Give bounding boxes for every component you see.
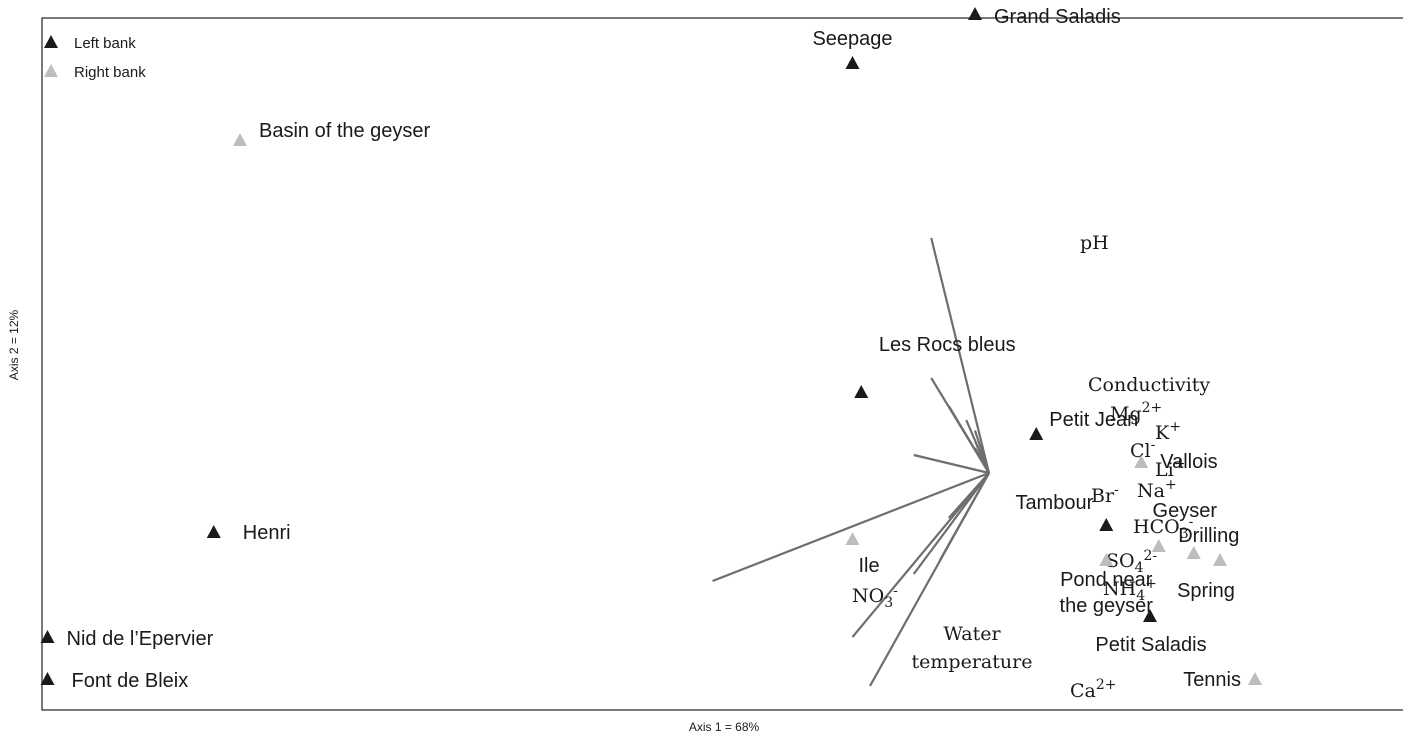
- site-marker-tennis: [1248, 672, 1262, 685]
- site-marker-spring: [1213, 553, 1227, 566]
- y-axis-title: Axis 2 = 12%: [7, 309, 21, 380]
- site-marker-seepage: [845, 56, 860, 69]
- legend-marker-right-bank: [44, 64, 58, 77]
- site-marker-basin-of-the-geyser: [233, 133, 247, 146]
- plot-frame: [41, 17, 1403, 711]
- site-marker-font-de-bleix: [40, 672, 55, 685]
- site-label-petit-jean: Petit Jean: [1049, 409, 1138, 431]
- var-label-ph: pH: [1080, 232, 1109, 254]
- variable-labels: pH Conductivity Mg2+K+Cl-Li+Na+ Br- HCO3- SO4…: [852, 232, 1210, 702]
- site-marker-tambour: [1099, 518, 1114, 531]
- site-markers: Grand Saladis Seepage Basin of the geyser L…: [40, 6, 1262, 692]
- site-marker-petit-saladis: [1143, 609, 1157, 622]
- legend: Left bank Right bank: [44, 35, 146, 81]
- var-label-mg2: Mg2+: [1110, 400, 1162, 425]
- site-label-basin-of-the-geyser: Basin of the geyser: [259, 120, 431, 142]
- site-label-tambour: Tambour: [1015, 492, 1093, 514]
- var-label-conductivity: Conductivity: [1088, 374, 1210, 396]
- legend-label-left-bank: Left bank: [74, 35, 136, 52]
- site-label-geyser: Geyser: [1153, 500, 1218, 522]
- site-marker-geyser: [1151, 539, 1166, 552]
- vector-ph: [930, 237, 991, 474]
- site-marker-les-rocs-bleus: [854, 385, 869, 398]
- vector-nh4: [912, 472, 990, 575]
- site-label-vallois: Vallois: [1160, 451, 1217, 473]
- var-label-water-temperature-2: temperature: [912, 651, 1033, 673]
- site-marker-vallois: [1134, 455, 1149, 468]
- var-label-li: Li+: [1155, 456, 1185, 481]
- var-label-hco3: HCO3-: [1133, 514, 1194, 542]
- site-label-seepage: Seepage: [812, 28, 892, 50]
- site-label-tennis: Tennis: [1183, 669, 1241, 691]
- var-label-br: Br-: [1091, 482, 1119, 507]
- site-marker-pond-near-the-geyser: [1099, 553, 1114, 566]
- x-axis-title: Axis 1 = 68%: [689, 720, 760, 734]
- var-label-na: Na+: [1137, 477, 1177, 502]
- variable-vectors: [712, 237, 991, 687]
- site-label-pond-near-the-geyser-2: the geyser: [1060, 595, 1154, 617]
- site-marker-grand-saladis: [968, 7, 982, 20]
- vector-no3: [712, 471, 990, 583]
- vector-br: [913, 453, 990, 475]
- site-label-nid-de-l-epervier: Nid de l’Epervier: [67, 628, 214, 650]
- site-label-petit-saladis: Petit Saladis: [1095, 634, 1206, 656]
- vector-na: [974, 447, 990, 474]
- var-label-k: K+: [1155, 419, 1181, 444]
- legend-label-right-bank: Right bank: [74, 64, 146, 81]
- site-label-les-rocs-bleus: Les Rocs bleus: [879, 334, 1016, 356]
- var-label-ca2: Ca2+: [1070, 677, 1117, 702]
- site-marker-henri: [206, 525, 221, 538]
- var-label-so42: SO42-: [1106, 548, 1157, 576]
- site-marker-ile: [845, 532, 860, 545]
- var-label-no3: NO3-: [852, 583, 898, 611]
- vector-water-temperature: [851, 472, 990, 638]
- site-marker-drilling: [1186, 546, 1201, 559]
- var-label-water-temperature-1: Water: [943, 623, 1001, 645]
- site-label-grand-saladis: Grand Saladis: [994, 6, 1121, 28]
- site-label-drilling: Drilling: [1178, 525, 1239, 547]
- site-marker-petit-jean: [1029, 427, 1044, 440]
- site-marker-nid-de-l-epervier: [40, 630, 55, 643]
- legend-marker-left-bank: [44, 35, 58, 48]
- vector-ca2: [869, 472, 990, 687]
- site-label-pond-near-the-geyser-1: Pond near: [1060, 569, 1153, 591]
- site-label-spring: Spring: [1177, 580, 1235, 602]
- site-label-henri: Henri: [243, 522, 291, 544]
- site-label-ile: Ile: [859, 555, 880, 577]
- var-label-nh4: NH4+: [1103, 576, 1157, 604]
- site-label-font-de-bleix: Font de Bleix: [72, 670, 189, 692]
- var-label-cl: Cl-: [1130, 437, 1156, 462]
